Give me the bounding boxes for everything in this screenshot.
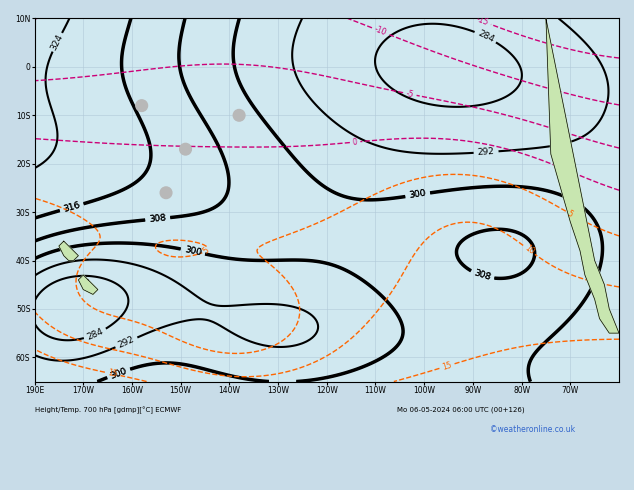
Text: -5: -5	[405, 89, 415, 99]
Text: -10: -10	[373, 25, 388, 38]
Text: 10: 10	[522, 244, 536, 256]
Text: 300: 300	[109, 366, 128, 380]
Polygon shape	[79, 275, 98, 294]
Circle shape	[160, 187, 172, 198]
Text: -15: -15	[475, 15, 489, 27]
Text: ©weatheronline.co.uk: ©weatheronline.co.uk	[491, 425, 576, 434]
Text: 308: 308	[148, 214, 167, 224]
Text: 292: 292	[117, 335, 136, 350]
Text: 300: 300	[408, 189, 427, 200]
Text: 300: 300	[408, 189, 427, 200]
Text: 300: 300	[109, 366, 128, 380]
Text: 308: 308	[472, 269, 492, 282]
Text: 15: 15	[107, 368, 119, 379]
Polygon shape	[59, 241, 79, 261]
Text: 308: 308	[472, 269, 492, 282]
Text: 284: 284	[476, 29, 495, 45]
Circle shape	[136, 100, 148, 111]
Text: Mo 06-05-2024 06:00 UTC (00+126): Mo 06-05-2024 06:00 UTC (00+126)	[397, 407, 524, 414]
Text: 284: 284	[86, 327, 105, 342]
Polygon shape	[546, 19, 619, 333]
Circle shape	[179, 144, 191, 155]
Text: 5: 5	[202, 245, 212, 255]
Text: 316: 316	[62, 200, 81, 214]
Text: 316: 316	[62, 200, 81, 214]
Text: 300: 300	[183, 245, 202, 258]
Text: 300: 300	[183, 245, 202, 258]
Text: 15: 15	[441, 360, 453, 372]
Text: 308: 308	[148, 214, 167, 224]
Text: 324: 324	[49, 33, 65, 52]
Text: 5: 5	[566, 209, 574, 219]
Text: 292: 292	[477, 147, 495, 157]
Text: 0: 0	[353, 137, 358, 147]
Circle shape	[233, 109, 245, 121]
Text: Height/Temp. 700 hPa [gdmp][°C] ECMWF: Height/Temp. 700 hPa [gdmp][°C] ECMWF	[34, 407, 181, 415]
